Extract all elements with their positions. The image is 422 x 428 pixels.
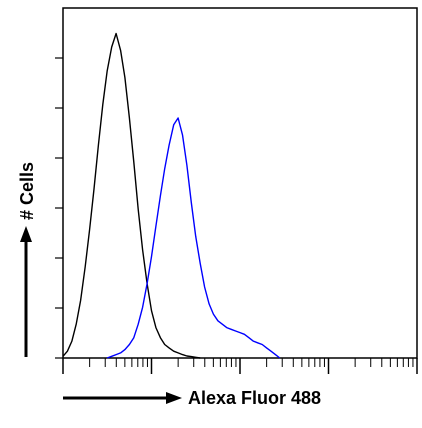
- x-axis-label: Alexa Fluor 488: [188, 388, 321, 408]
- stained-histogram-line: [106, 117, 281, 359]
- histogram-series: [62, 32, 281, 359]
- x-axis-arrow-head: [166, 392, 182, 404]
- y-axis-arrow-head: [20, 226, 32, 242]
- y-axis-ticks: [55, 57, 63, 359]
- x-axis-ticks: [62, 358, 418, 374]
- plot-frame: [62, 7, 418, 359]
- y-axis-label: # Cells: [17, 162, 37, 220]
- control-histogram-line: [62, 32, 201, 359]
